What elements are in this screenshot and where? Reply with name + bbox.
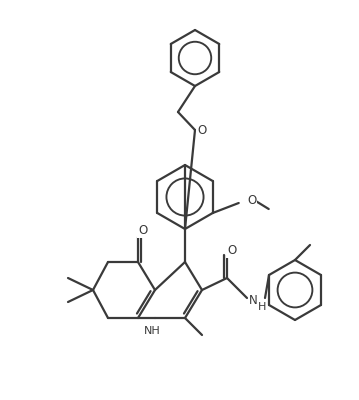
Text: H: H xyxy=(258,302,266,312)
Text: O: O xyxy=(138,224,148,236)
Text: NH: NH xyxy=(144,326,160,336)
Text: O: O xyxy=(227,244,237,256)
Text: N: N xyxy=(249,294,257,306)
Text: O: O xyxy=(197,124,207,136)
Text: O: O xyxy=(247,194,256,206)
